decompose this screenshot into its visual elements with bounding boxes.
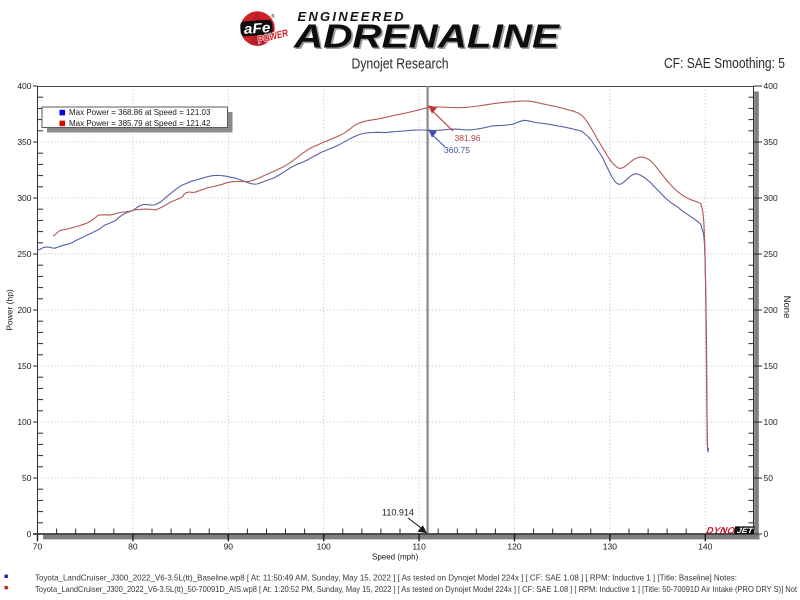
- svg-text:Max Power = 368.86 at Speed =: Max Power = 368.86 at Speed = 121.03: [69, 108, 211, 117]
- svg-text:110.914: 110.914: [382, 507, 414, 517]
- svg-text:CF: SAE Smoothing: 5: CF: SAE Smoothing: 5: [664, 56, 785, 72]
- svg-text:300: 300: [764, 193, 778, 203]
- svg-text:400: 400: [764, 81, 778, 91]
- svg-text:250: 250: [17, 249, 31, 259]
- svg-text:130: 130: [603, 541, 617, 551]
- svg-text:Toyota_LandCruiser_J300_2022_V: Toyota_LandCruiser_J300_2022_V6-3.5L(tt)…: [35, 572, 737, 582]
- svg-text:140: 140: [698, 541, 712, 551]
- svg-text:200: 200: [764, 305, 778, 315]
- svg-text:100: 100: [317, 541, 331, 551]
- svg-text:Toyota_LandCruiser_J300_2022_V: Toyota_LandCruiser_J300_2022_V6-3.5L(tt)…: [35, 584, 798, 594]
- svg-text:70: 70: [33, 541, 43, 551]
- svg-text:None: None: [781, 296, 792, 319]
- svg-text:Dynojet Research: Dynojet Research: [352, 57, 449, 73]
- svg-text:90: 90: [224, 541, 234, 551]
- svg-text:360.75: 360.75: [444, 145, 470, 155]
- svg-text:200: 200: [17, 305, 31, 315]
- svg-text:ADRENALINE: ADRENALINE: [293, 18, 561, 55]
- svg-text:®: ®: [271, 13, 275, 20]
- svg-text:50: 50: [22, 473, 32, 483]
- svg-text:300: 300: [17, 193, 31, 203]
- svg-text:Power (hp): Power (hp): [5, 289, 15, 331]
- svg-text:150: 150: [764, 361, 778, 371]
- svg-text:JET: JET: [736, 526, 755, 535]
- svg-text:400: 400: [17, 81, 31, 91]
- svg-text:Speed (mph): Speed (mph): [372, 552, 419, 561]
- svg-text:350: 350: [17, 137, 31, 147]
- svg-text:50: 50: [764, 473, 774, 483]
- svg-text:100: 100: [17, 417, 31, 427]
- svg-text:100: 100: [764, 417, 778, 427]
- svg-text:381.96: 381.96: [455, 133, 481, 143]
- svg-text:ENGINEERED: ENGINEERED: [298, 9, 405, 24]
- svg-text:ADRENALINE: ADRENALINE: [295, 20, 563, 57]
- svg-text:Max Power = 385.79 at Speed =: Max Power = 385.79 at Speed = 121.42: [69, 119, 211, 128]
- svg-text:aFe: aFe: [243, 19, 271, 37]
- svg-text:150: 150: [17, 361, 31, 371]
- svg-text:350: 350: [764, 137, 778, 147]
- svg-text:0: 0: [27, 529, 32, 539]
- svg-text:250: 250: [764, 249, 778, 259]
- svg-text:120: 120: [507, 541, 521, 551]
- svg-text:110: 110: [412, 541, 426, 551]
- svg-text:DYNO: DYNO: [706, 526, 737, 536]
- svg-text:80: 80: [128, 541, 138, 551]
- svg-text:0: 0: [764, 529, 769, 539]
